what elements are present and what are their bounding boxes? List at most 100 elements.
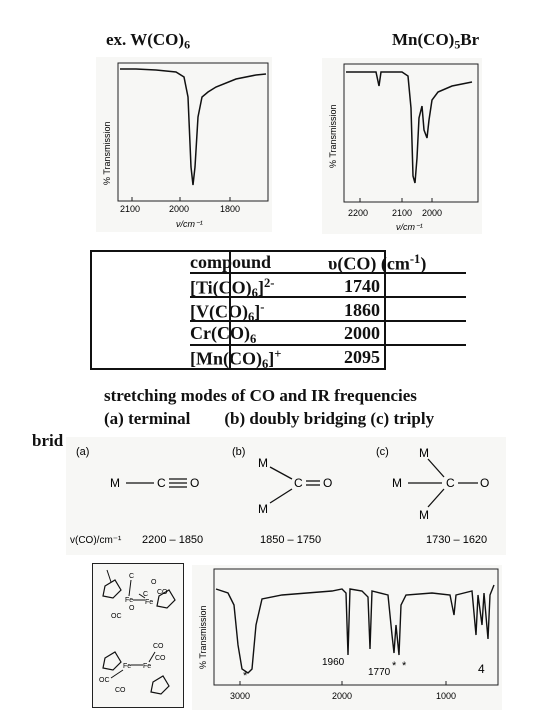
row-ti-tail: ] xyxy=(257,277,264,298)
table-row-v: [V(CO)6]- xyxy=(190,300,264,325)
struct-atom-c1: C xyxy=(129,573,134,580)
ir-spectrum-w-co6: % Transmission 2100 2000 1800 ν/cm⁻¹ xyxy=(96,57,272,232)
caption-line-3: brid xyxy=(32,431,64,450)
struct-atom-co4: CO xyxy=(115,687,126,694)
table-row-cr: Cr(CO)6 xyxy=(190,323,256,347)
ir-fe-xtick-3000: 3000 xyxy=(230,691,250,701)
heading-w-sub: 6 xyxy=(184,37,191,52)
struct-atom-oc2: OC xyxy=(99,677,110,684)
ir-spectrum-mnco5br: % Transmission 2200 2100 2000 ν/cm⁻¹ xyxy=(322,58,482,234)
mode-a-o: O xyxy=(190,476,199,490)
ir-w-xtick-2000: 2000 xyxy=(169,204,189,214)
ir-fe-ylabel: % Transmission xyxy=(198,605,208,669)
struct-atom-fe1: Fe xyxy=(125,597,133,604)
ir-w-xtick-1800: 1800 xyxy=(220,204,240,214)
mode-c-m-left: M xyxy=(392,476,402,490)
co-bonding-modes-figure: (a) M C O v(CO)/cm⁻¹ 2200 – 1850 (b) M M… xyxy=(66,437,506,555)
caption-line-1: stretching modes of CO and IR frequencie… xyxy=(104,386,417,405)
ir-spectrum-fe-svg: % Transmission 3000 2000 1000 1960 1770 … xyxy=(198,568,499,701)
table-header-freq-tail: ) xyxy=(420,253,427,274)
mode-c-m-top: M xyxy=(419,446,429,460)
struct-atom-o2: O xyxy=(151,579,157,586)
struct-atom-co2: CO xyxy=(153,643,164,650)
struct-atom-o1: O xyxy=(129,605,135,612)
table-value-v: 1860 xyxy=(344,300,380,320)
heading-w-co6: ex. W(CO)6 xyxy=(106,30,190,53)
fe-structures-svg: C C O O CO Fe Fe OC CO CO Fe Fe OC CO xyxy=(99,569,176,695)
struct-atom-co3: CO xyxy=(155,655,166,662)
ir-mn-xtick-2200: 2200 xyxy=(348,208,368,218)
row-cr-name: Cr(CO) xyxy=(190,323,250,343)
table-header-frequency: υ(CO) (cm-1) xyxy=(328,252,426,274)
table-rule-3 xyxy=(190,320,466,322)
heading-w-text: ex. W(CO) xyxy=(106,30,185,49)
struct-atom-fe2: Fe xyxy=(145,599,153,606)
table-header-freq-text: υ(CO) (cm xyxy=(328,253,410,274)
ir-w-ylabel: % Transmission xyxy=(102,121,112,185)
heading-mn-sub: 5 xyxy=(454,37,461,52)
table-row-ti: [Ti(CO)6]2- xyxy=(190,276,274,301)
table-row-mn: [Mn(CO)6]+ xyxy=(190,347,281,372)
struct-atom-c2: C xyxy=(143,591,148,598)
mode-b-c: C xyxy=(294,476,303,490)
table-rule-4 xyxy=(190,344,466,346)
heading-mnco5br: Mn(CO)5Br xyxy=(392,30,479,53)
mode-b-m-bottom: M xyxy=(258,502,268,516)
ir-w-xlabel: ν/cm⁻¹ xyxy=(176,219,203,229)
mode-a-c: C xyxy=(157,476,166,490)
ir-w-xtick-2100: 2100 xyxy=(120,204,140,214)
heading-mn-tail: Br xyxy=(460,30,480,49)
ir-spectrum-mn-svg: % Transmission 2200 2100 2000 ν/cm⁻¹ xyxy=(328,63,479,232)
struct-atom-fe4: Fe xyxy=(143,663,151,670)
table-rule-2 xyxy=(190,296,466,298)
row-mn-sub: 6 xyxy=(261,357,269,372)
mode-a-label: (a) xyxy=(76,446,89,458)
ir-spectrum-w-svg: % Transmission 2100 2000 1800 ν/cm⁻¹ xyxy=(102,62,269,229)
row-v-tail: ] xyxy=(254,301,261,322)
row-mn-name: [Mn(CO) xyxy=(190,348,262,369)
ir-fe-xtick-1000: 1000 xyxy=(436,691,456,701)
mode-b-o: O xyxy=(323,476,332,490)
row-v-sup: - xyxy=(260,300,265,314)
ir-fe-star-2: * xyxy=(392,660,397,672)
page-number: 4 xyxy=(478,662,485,676)
mode-a-range: 2200 – 1850 xyxy=(142,534,203,546)
mode-c-o: O xyxy=(480,476,489,490)
row-ti-name: [Ti(CO) xyxy=(190,277,252,298)
table-vertical-rule xyxy=(229,250,231,370)
row-ti-sup: 2- xyxy=(263,276,275,290)
table-value-mn: 2095 xyxy=(344,347,380,367)
row-cr-sub: 6 xyxy=(249,331,257,346)
mode-c-label: (c) xyxy=(376,446,389,458)
mode-c-range: 1730 – 1620 xyxy=(426,534,487,546)
heading-mn-text: Mn(CO) xyxy=(392,30,455,49)
ir-mn-xlabel: ν/cm⁻¹ xyxy=(396,222,423,232)
row-v-sub: 6 xyxy=(247,310,255,325)
struct-atom-oc1: OC xyxy=(111,613,122,620)
table-rule-1 xyxy=(190,272,466,274)
ir-fe-star-3: * xyxy=(402,660,407,672)
row-mn-tail: ] xyxy=(268,348,275,369)
struct-atom-co1: CO xyxy=(157,589,168,596)
ir-fe-annotation-1770: 1770 xyxy=(368,667,391,678)
ir-mn-xtick-2000: 2000 xyxy=(422,208,442,218)
mode-b-m-top: M xyxy=(258,456,268,470)
struct-atom-fe3: Fe xyxy=(123,663,131,670)
caption-line-2: (a) terminal (b) doubly bridging (c) tri… xyxy=(104,409,435,428)
ir-fe-star-1: * xyxy=(243,670,248,682)
mode-a-m: M xyxy=(110,476,120,490)
table-header-freq-sup: -1 xyxy=(409,252,421,266)
table-header-compound: compound xyxy=(190,252,272,272)
mode-axis-label: v(CO)/cm⁻¹ xyxy=(70,535,122,546)
ir-mn-ylabel: % Transmission xyxy=(328,104,338,168)
table-value-ti: 1740 xyxy=(344,276,380,296)
row-v-name: [V(CO) xyxy=(190,301,248,322)
mode-b-range: 1850 – 1750 xyxy=(260,534,321,546)
frequency-table-box xyxy=(90,250,386,370)
row-mn-sup: + xyxy=(274,347,282,361)
table-value-cr: 2000 xyxy=(344,323,380,343)
ir-mn-xtick-2100: 2100 xyxy=(392,208,412,218)
co-bonding-modes-svg: (a) M C O v(CO)/cm⁻¹ 2200 – 1850 (b) M M… xyxy=(70,446,489,546)
mode-b-label: (b) xyxy=(232,446,245,458)
row-ti-sub: 6 xyxy=(251,286,258,301)
